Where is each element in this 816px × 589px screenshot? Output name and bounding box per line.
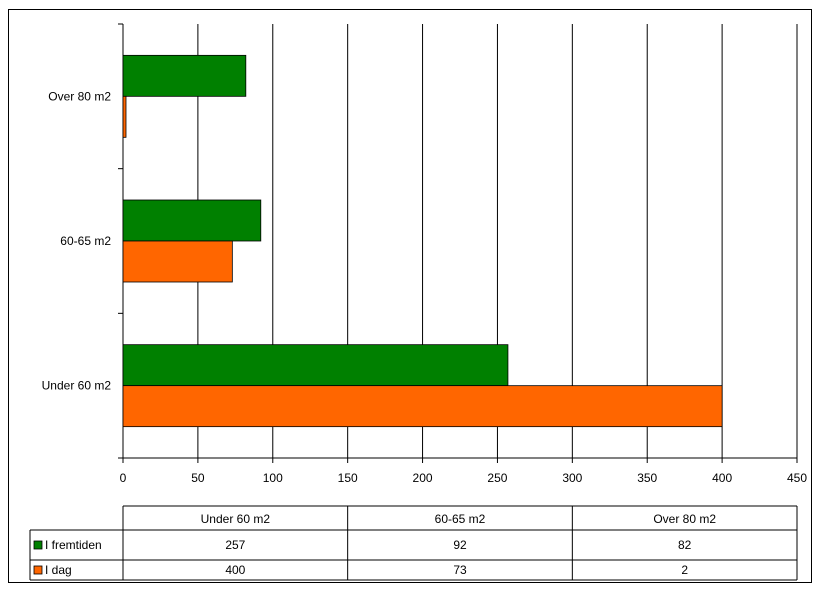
x-tick-label: 50 (191, 471, 205, 485)
x-tick-label: 250 (487, 471, 507, 485)
legend-swatch (33, 540, 43, 550)
table-header: 60-65 m2 (435, 512, 486, 526)
chart-frame (8, 9, 812, 583)
y-category-label: Over 80 m2 (48, 89, 111, 103)
bar (122, 344, 509, 387)
x-tick-label: 450 (787, 471, 807, 485)
table-cell: 257 (225, 538, 245, 552)
legend-swatch (33, 565, 43, 575)
x-tick-label: 300 (562, 471, 582, 485)
table-cell: 2 (681, 563, 688, 577)
table-header: Under 60 m2 (201, 512, 271, 526)
bar (122, 54, 247, 97)
table-cell: 92 (453, 538, 467, 552)
table-header: Over 80 m2 (653, 512, 716, 526)
x-tick-label: 100 (263, 471, 283, 485)
x-tick-label: 400 (712, 471, 732, 485)
bar (122, 240, 233, 283)
table-cell: 73 (453, 563, 467, 577)
table-cell: 400 (225, 563, 245, 577)
x-tick-label: 350 (637, 471, 657, 485)
x-tick-label: 0 (120, 471, 127, 485)
legend-label: I fremtiden (45, 538, 102, 552)
x-tick-label: 150 (338, 471, 358, 485)
bar (122, 385, 723, 428)
y-category-label: 60-65 m2 (60, 234, 111, 248)
bar (122, 95, 127, 138)
legend-label: I dag (45, 563, 72, 577)
table-cell: 82 (678, 538, 692, 552)
y-category-label: Under 60 m2 (42, 379, 112, 393)
bar (122, 199, 262, 242)
x-tick-label: 200 (413, 471, 433, 485)
